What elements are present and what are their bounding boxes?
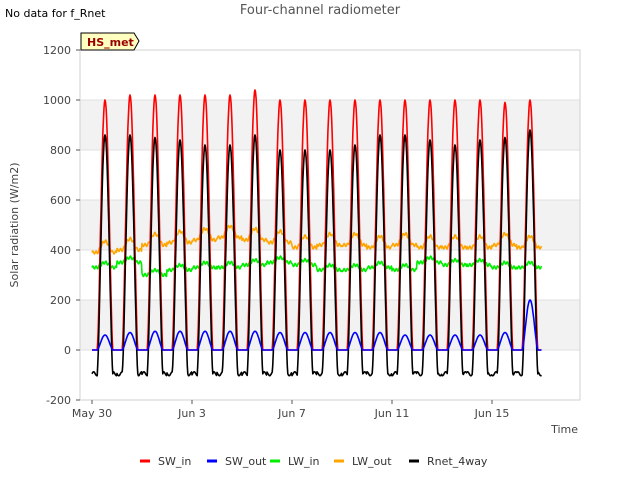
grid-band [80,350,580,400]
series-line-lw-in [91,255,543,278]
site-tag: HS_met [80,32,140,51]
legend-item: LW_out [334,455,392,468]
site-tag-label: HS_met [87,36,134,49]
legend-item: SW_in [140,455,191,468]
grid-band [80,200,580,250]
legend-label: Rnet_4way [427,455,488,468]
plot-frame [79,49,581,401]
series-line-rnet-4way [91,129,542,377]
grid-band [80,300,580,350]
y-tick-label: 1000 [43,94,71,107]
legend-item: LW_in [270,455,320,468]
grid-band [80,150,580,200]
grid-band [80,250,580,300]
x-tick-label: Jun 11 [374,407,410,420]
legend-label: SW_out [225,455,267,468]
grid-band [80,100,580,150]
y-axis: -200 0 200 400 600 800 1000 1200 [43,44,80,407]
legend-item: SW_out [207,455,267,468]
y-tick-label: 0 [64,344,71,357]
y-tick-label: 1200 [43,44,71,57]
grid-band [80,50,580,100]
y-tick-label: 200 [50,294,71,307]
chart-title: Four-channel radiometer [239,3,401,18]
y-tick-label: 600 [50,194,71,207]
x-tick-label: Jun 3 [177,407,206,420]
legend-item: Rnet_4way [409,455,488,468]
no-data-notice: No data for f_Rnet [5,7,106,20]
x-tick-label: Jun 15 [474,407,510,420]
grid-bands [80,50,580,401]
y-tick-label: 800 [50,144,71,157]
legend: SW_in SW_out LW_in LW_out Rnet_4way [140,455,488,468]
series-line-sw-out [91,299,542,351]
legend-label: LW_out [352,455,392,468]
y-tick-label: 400 [50,244,71,257]
legend-label: SW_in [158,455,191,468]
x-tick-label: Jun 7 [277,407,306,420]
x-tick-label: May 30 [72,407,112,420]
series-line-lw-out [91,224,543,255]
series-lines [91,89,543,377]
legend-label: LW_in [288,455,320,468]
x-axis: May 30 Jun 3 Jun 7 Jun 11 Jun 15 [72,400,509,420]
y-axis-label: Solar radiation (W/m2) [8,162,21,287]
y-tick-label: -200 [46,394,71,407]
x-axis-label: Time [550,423,578,436]
